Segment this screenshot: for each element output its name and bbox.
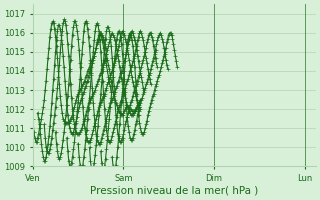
X-axis label: Pression niveau de la mer( hPa ): Pression niveau de la mer( hPa ) bbox=[90, 186, 259, 196]
